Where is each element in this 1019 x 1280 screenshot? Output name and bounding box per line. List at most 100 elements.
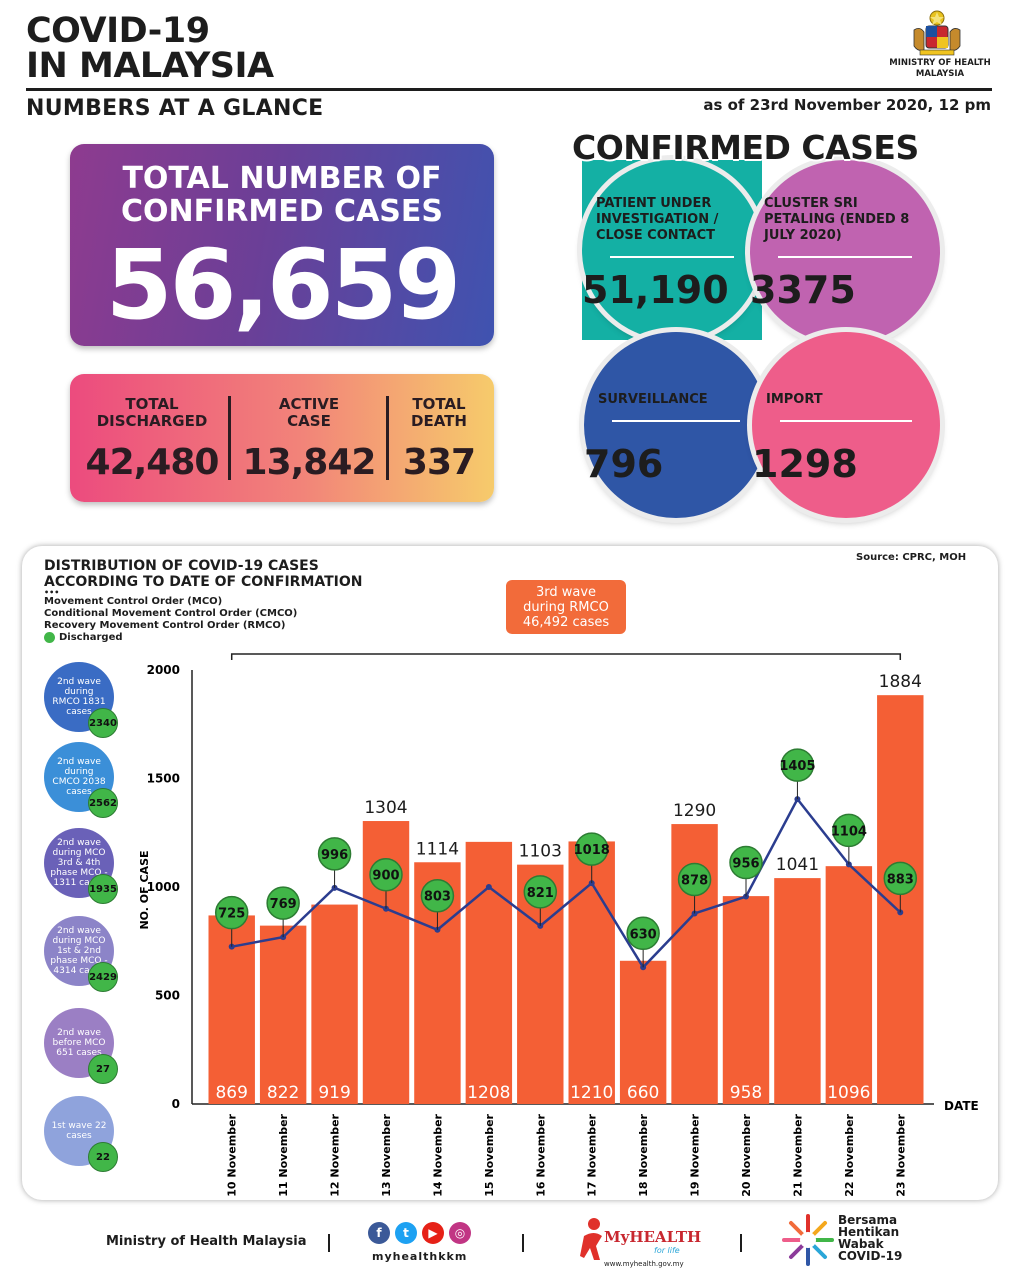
third-wave-bracket [230, 653, 902, 660]
stat-value: 42,480 [85, 442, 220, 483]
circle-divider [610, 256, 734, 258]
chart-title-line: DISTRIBUTION OF COVID-19 CASES [44, 558, 319, 574]
discharged-marker [626, 916, 660, 951]
bar [722, 896, 770, 1104]
y-tick-label: 0 [172, 1097, 180, 1111]
virus-burst-icon [782, 1214, 834, 1266]
wave-discharged-badge: 22 [88, 1142, 118, 1172]
stat-label-line: DEATH [411, 412, 467, 430]
bar-value-label: 869 [215, 1083, 247, 1103]
footer-ministry: Ministry of Health Malaysia [106, 1234, 307, 1249]
circle-value: 3375 [750, 268, 856, 312]
stat-divider [386, 396, 389, 480]
stat-label: TOTAL DISCHARGED [76, 396, 228, 430]
myhealth-logo: MyHEALTH for life www.myhealth.gov.my [578, 1216, 701, 1272]
header-divider [26, 88, 992, 91]
social-icons: f t ▶ ◎ [368, 1222, 471, 1244]
discharged-value-label: 803 [424, 890, 451, 905]
discharged-marker [369, 857, 403, 892]
bar-value-label: 1290 [673, 801, 716, 821]
footer-divider [522, 1234, 524, 1252]
page-subtitle: NUMBERS AT A GLANCE [26, 96, 324, 121]
discharged-value-label: 1405 [779, 759, 815, 774]
bar [825, 866, 873, 1104]
myhealth-tagline: for life [654, 1246, 680, 1255]
discharged-marker [832, 813, 866, 848]
discharged-line [231, 796, 902, 970]
wave-circle: 2nd wave during CMCO 2038 cases [44, 742, 114, 812]
campaign-line: COVID-19 [838, 1249, 903, 1263]
myhealth-figure-icon [580, 1218, 602, 1260]
circle-divider [612, 420, 740, 422]
campaign-line: Bersama [838, 1213, 898, 1227]
x-tick-label: 14 November [431, 1113, 444, 1196]
stat-divider [228, 396, 231, 480]
campaign-logo-text: Bersama Hentikan Wabak COVID-19 [838, 1214, 902, 1262]
x-tick-label: 17 November [586, 1113, 599, 1196]
stat-label-line: TOTAL [125, 395, 179, 413]
discharged-marker [883, 861, 918, 896]
legend-rmco: Recovery Movement Control Order (RMCO) [44, 620, 286, 631]
discharged-marker [214, 895, 249, 930]
bar-value-label: 822 [267, 1083, 299, 1103]
bar [774, 878, 821, 1104]
facebook-icon[interactable]: f [368, 1222, 390, 1244]
x-tick-label: 18 November [637, 1113, 650, 1196]
x-tick-label: 12 November [329, 1113, 342, 1196]
wave-discharged-badge: 2340 [88, 708, 118, 738]
bar-value-label: 1884 [879, 672, 922, 692]
wave-discharged-badge: 2562 [88, 788, 118, 818]
legend-cmco: Conditional Movement Control Order (CMCO… [44, 608, 298, 619]
x-tick-label: 21 November [791, 1113, 804, 1196]
x-tick-label: 11 November [277, 1113, 290, 1196]
campaign-line: Wabak [838, 1237, 884, 1251]
stat-discharged: TOTAL DISCHARGED 42,480 [76, 396, 228, 484]
stat-label-line: TOTAL [412, 395, 466, 413]
bar-value-label: 1114 [416, 839, 459, 859]
x-tick-label: 23 November [894, 1113, 907, 1196]
circle-value: 1298 [752, 442, 858, 486]
y-tick-label: 1500 [147, 772, 180, 786]
social-handle[interactable]: myhealthkkm [372, 1250, 468, 1263]
stat-value: 337 [402, 442, 476, 483]
circle-divider [778, 256, 912, 258]
twitter-icon[interactable]: t [395, 1222, 417, 1244]
circle-import: IMPORT 1298 [752, 332, 940, 518]
bar [465, 841, 513, 1104]
legend-mco: Movement Control Order (MCO) [44, 596, 223, 607]
discharged-marker [677, 862, 712, 897]
youtube-icon[interactable]: ▶ [422, 1222, 444, 1244]
footer-divider [328, 1234, 330, 1252]
y-tick-label: 500 [155, 989, 180, 1003]
stat-death: TOTAL DEATH 337 [390, 395, 488, 484]
bar-value-label: 1210 [570, 1083, 613, 1103]
discharged-value-label: 956 [732, 857, 759, 872]
x-tick-label: 19 November [689, 1113, 702, 1196]
chart-title: DISTRIBUTION OF COVID-19 CASES ACCORDING… [44, 558, 363, 590]
discharged-value-label: 1104 [831, 824, 867, 839]
legend-discharged-label: Discharged [59, 632, 123, 643]
x-tick-label: 10 November [226, 1113, 239, 1196]
stat-value: 13,842 [242, 442, 377, 483]
x-tick-label: 15 November [483, 1113, 496, 1196]
stat-label: ACTIVE CASE [232, 396, 386, 430]
bar-value-label: 1096 [827, 1083, 870, 1103]
bar [259, 925, 307, 1104]
ministry-line-2: MALAYSIA [915, 69, 965, 79]
report-date: as of 23rd November 2020, 12 pm [703, 96, 991, 114]
discharged-value-label: 1018 [574, 843, 610, 858]
wave-discharged-badge: 1935 [88, 874, 118, 904]
circle-label: CLUSTER SRI PETALING (ENDED 8 JULY 2020) [764, 196, 910, 243]
campaign-line: Hentikan [838, 1225, 900, 1239]
wave-discharged-badge: 27 [88, 1054, 118, 1084]
instagram-icon[interactable]: ◎ [449, 1222, 471, 1244]
discharged-value-label: 821 [527, 886, 554, 901]
badge-line: during RMCO [523, 600, 609, 615]
confirmed-cases-title: CONFIRMED CASES [572, 128, 919, 167]
stat-label-line: ACTIVE [278, 395, 340, 413]
x-tick-label: 13 November [380, 1113, 393, 1196]
myhealth-url[interactable]: www.myhealth.gov.my [604, 1260, 684, 1268]
y-axis-label: NO. OF CASE [138, 850, 151, 929]
stat-active: ACTIVE CASE 13,842 [232, 396, 386, 484]
myhealth-wordmark: MyHEALTH [604, 1228, 702, 1246]
